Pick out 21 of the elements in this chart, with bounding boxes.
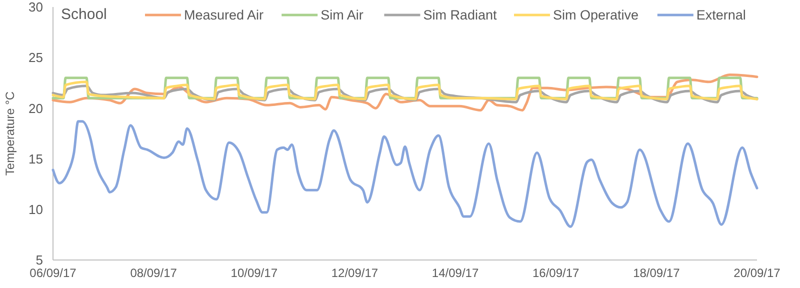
y-tick-label: 15 [28,151,43,166]
y-tick-label: 10 [28,202,43,217]
x-tick-label: 08/09/17 [130,266,178,280]
x-tick-label: 14/09/17 [432,266,479,280]
y-tick-label: 30 [28,0,43,15]
y-tick-label: 5 [36,252,43,268]
x-tick-label: 16/09/17 [532,266,580,280]
x-tick-label: 18/09/17 [633,266,680,280]
x-tick-label: 12/09/17 [331,266,378,280]
legend-label: Sim Operative [553,8,639,23]
legend-label: Sim Radiant [423,8,497,23]
legend-label: External [696,8,746,23]
x-tick-label: 10/09/17 [230,266,278,280]
chart-title: School [61,6,107,23]
x-tick-label: 06/09/17 [30,266,77,280]
y-tick-label: 25 [28,50,43,66]
y-axis-title: Temperature °C [3,91,17,176]
y-tick-label: 20 [28,100,43,116]
legend-label: Measured Air [184,8,264,23]
x-tick-label: 20/09/17 [734,266,781,280]
legend-label: Sim Air [320,8,364,23]
